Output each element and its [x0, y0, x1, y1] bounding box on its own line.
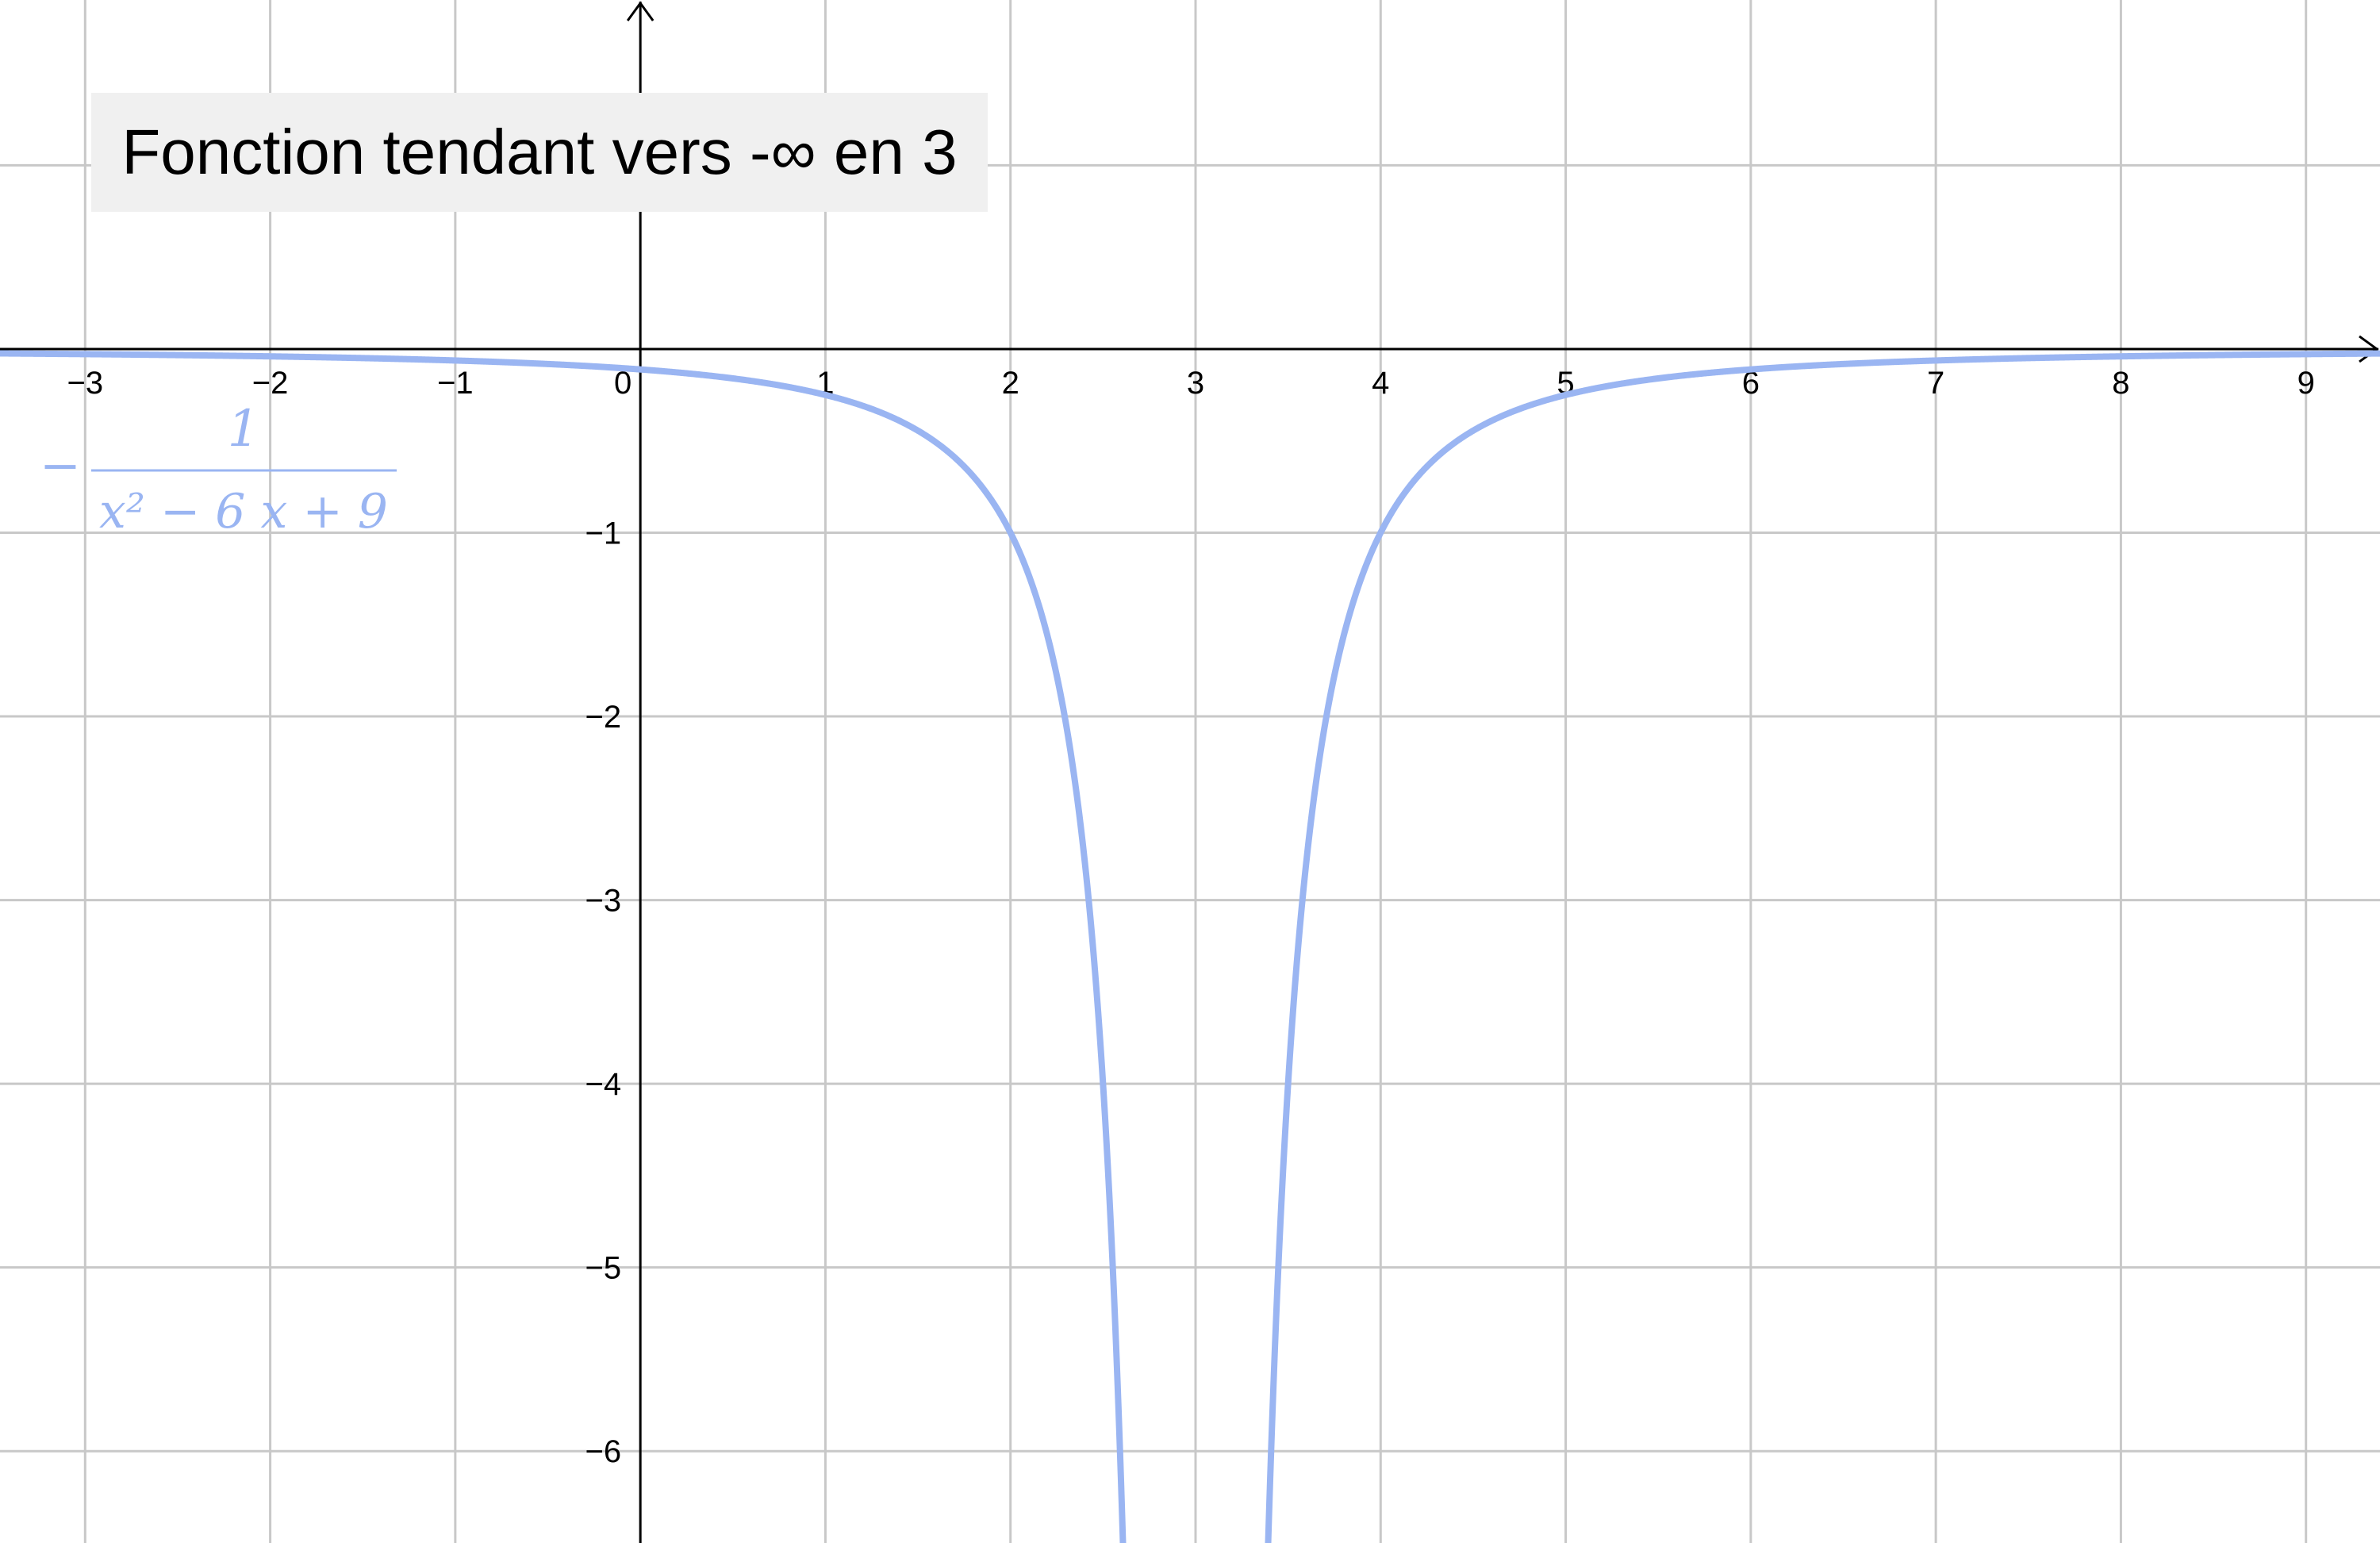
- function-label: − 1 x² − 6 x + 9: [40, 400, 397, 539]
- title-box: Fonction tendant vers -∞ en 3: [91, 93, 988, 212]
- curve-right-branch: [1265, 350, 2380, 1543]
- x-tick-label: 3: [1187, 366, 1204, 401]
- y-tick-label: −5: [585, 1251, 622, 1286]
- x-tick-label: −1: [437, 366, 474, 401]
- x-tick-label: 9: [2297, 366, 2315, 401]
- x-tick-label: −3: [67, 366, 104, 401]
- function-label-denominator: x² − 6 x + 9: [99, 484, 388, 539]
- function-curve: [0, 350, 2380, 1543]
- curve-left-branch: [0, 350, 1127, 1543]
- function-label-numerator: 1: [228, 400, 260, 459]
- y-tick-label: −6: [585, 1434, 622, 1469]
- x-tick-label: 0: [614, 366, 631, 401]
- y-tick-label: −4: [585, 1067, 622, 1102]
- x-tick-label: −2: [252, 366, 289, 401]
- y-tick-label: −1: [585, 516, 622, 551]
- x-tick-label: 6: [1742, 366, 1760, 401]
- x-tick-label: 2: [1002, 366, 1019, 401]
- y-tick-label: −3: [585, 884, 622, 919]
- x-axis-arrow: [2359, 335, 2379, 363]
- function-label-minus: −: [40, 436, 81, 494]
- chart-title: Fonction tendant vers -∞ en 3: [121, 117, 958, 187]
- y-axis-arrow: [626, 1, 654, 21]
- x-tick-label: 7: [1927, 366, 1944, 401]
- x-tick-label: 4: [1372, 366, 1389, 401]
- tick-labels: −3 −2 −1 0 1 2 3 4 5 6 7 8 9−6−5−4−3−2−1: [67, 366, 2315, 1469]
- y-tick-label: −2: [585, 700, 622, 735]
- x-tick-label: 8: [2112, 366, 2129, 401]
